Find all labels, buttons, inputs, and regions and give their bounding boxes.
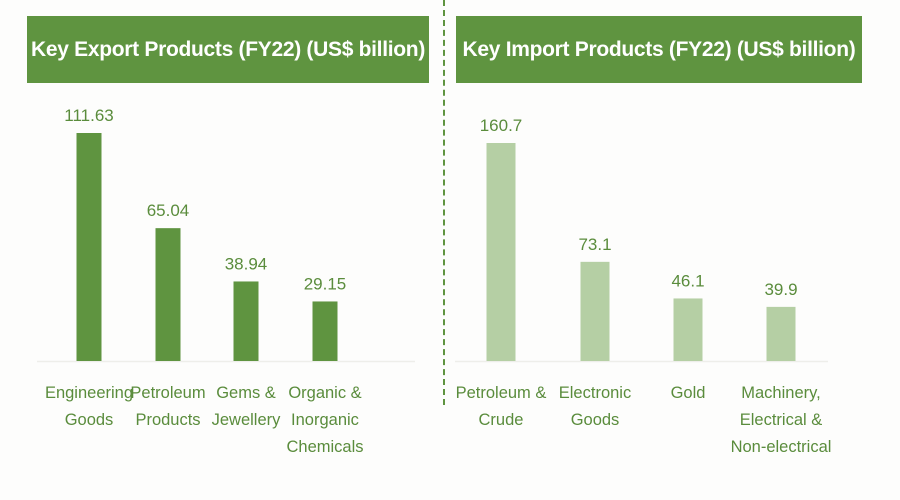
- export-category-label: Goods: [65, 411, 114, 429]
- export-category-label: Gems &: [216, 384, 276, 402]
- export-bar: [76, 133, 102, 361]
- import-bar: [766, 306, 796, 361]
- import-value-label: 73.1: [578, 235, 611, 254]
- import-category-label: Electronic: [559, 384, 631, 402]
- import-category-label: Gold: [671, 384, 706, 402]
- export-chart-title: Key Export Products (FY22) (US$ billion): [27, 16, 429, 83]
- import-bar: [486, 143, 516, 361]
- import-chart-title: Key Import Products (FY22) (US$ billion): [456, 16, 862, 83]
- dashed-divider: [443, 0, 445, 405]
- export-bar: [233, 281, 259, 361]
- export-category-label: Products: [135, 411, 200, 429]
- import-bar: [673, 298, 703, 361]
- export-category-label: Organic &: [288, 384, 361, 402]
- export-category-label: Petroleum: [130, 384, 205, 402]
- import-category-label: Crude: [479, 411, 524, 429]
- import-category-label: Non-electrical: [731, 438, 832, 456]
- export-bar: [312, 301, 338, 361]
- import-category-label: Goods: [571, 411, 620, 429]
- import-value-label: 46.1: [671, 271, 704, 290]
- export-category-label: Jewellery: [212, 411, 282, 429]
- import-bar: [580, 261, 610, 361]
- import-category-label: Machinery,: [741, 384, 820, 402]
- import-category-label: Petroleum &: [456, 384, 547, 402]
- export-category-label: Inorganic: [291, 411, 359, 429]
- export-category-label: Engineering: [45, 384, 133, 402]
- export-value-label: 65.04: [147, 201, 190, 220]
- import-value-label: 39.9: [764, 280, 797, 299]
- export-value-label: 29.15: [304, 274, 347, 293]
- export-category-label: Chemicals: [286, 438, 363, 456]
- import-category-label: Electrical &: [740, 411, 823, 429]
- export-value-label: 38.94: [225, 254, 268, 273]
- export-value-label: 111.63: [64, 106, 113, 125]
- export-bar: [155, 228, 181, 361]
- import-value-label: 160.7: [480, 116, 523, 135]
